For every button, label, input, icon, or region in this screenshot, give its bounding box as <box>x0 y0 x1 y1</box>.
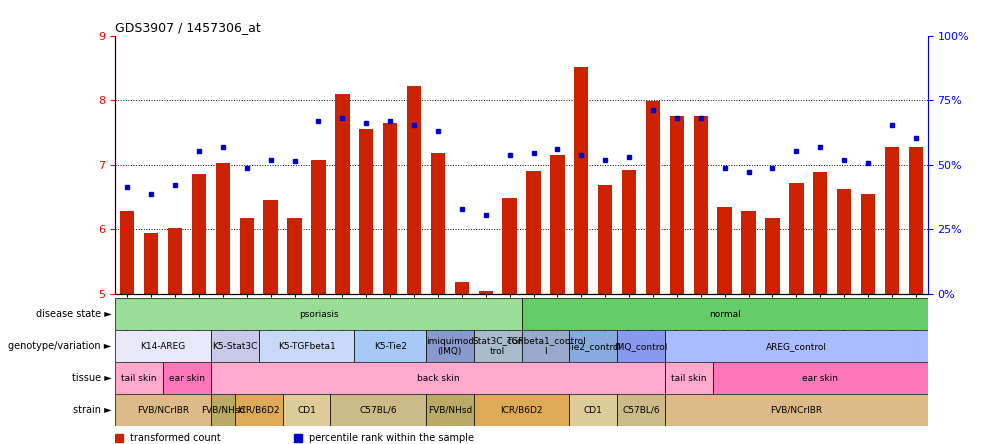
Bar <box>210 362 664 394</box>
Text: FVB/NHsd: FVB/NHsd <box>427 406 472 415</box>
Text: ear skin: ear skin <box>169 374 204 383</box>
Bar <box>115 394 210 426</box>
Bar <box>789 183 803 294</box>
Text: FVB/NCrIBR: FVB/NCrIBR <box>137 406 189 415</box>
Bar <box>335 94 349 294</box>
Bar <box>354 330 426 362</box>
Bar <box>616 394 664 426</box>
Bar <box>115 362 163 394</box>
Text: K5-Stat3C: K5-Stat3C <box>211 342 258 351</box>
Bar <box>573 67 588 294</box>
Bar <box>908 147 922 294</box>
Text: ICR/B6D2: ICR/B6D2 <box>500 406 542 415</box>
Bar <box>478 291 492 294</box>
Bar <box>311 159 326 294</box>
Bar <box>264 200 278 294</box>
Text: disease state ►: disease state ► <box>35 309 111 319</box>
Bar <box>716 207 731 294</box>
Bar <box>359 129 373 294</box>
Bar <box>426 394 473 426</box>
Bar <box>521 330 569 362</box>
Text: ear skin: ear skin <box>802 374 838 383</box>
Text: transformed count: transformed count <box>130 433 220 444</box>
Bar <box>712 362 927 394</box>
Text: strain ►: strain ► <box>72 405 111 415</box>
Bar <box>569 330 616 362</box>
Bar <box>115 330 210 362</box>
Bar <box>664 330 927 362</box>
Bar <box>210 330 259 362</box>
Text: percentile rank within the sample: percentile rank within the sample <box>309 433 473 444</box>
Text: GDS3907 / 1457306_at: GDS3907 / 1457306_at <box>115 21 261 34</box>
Text: K5-Tie2: K5-Tie2 <box>374 342 406 351</box>
Bar <box>454 282 469 294</box>
Text: tail skin: tail skin <box>670 374 705 383</box>
Text: FVB/NCrIBR: FVB/NCrIBR <box>770 406 822 415</box>
Bar <box>288 218 302 294</box>
Bar <box>144 233 158 294</box>
Bar <box>884 147 898 294</box>
Bar <box>234 394 283 426</box>
Bar <box>407 86 421 294</box>
Bar <box>526 171 540 294</box>
Bar <box>473 394 569 426</box>
Bar <box>210 394 234 426</box>
Text: C57BL/6: C57BL/6 <box>359 406 397 415</box>
Text: psoriasis: psoriasis <box>299 310 338 319</box>
Bar <box>215 163 229 294</box>
Bar <box>115 298 521 330</box>
Bar <box>836 189 851 294</box>
Text: IMQ_control: IMQ_control <box>614 342 667 351</box>
Bar <box>430 153 445 294</box>
Text: normal: normal <box>708 310 739 319</box>
Bar <box>669 116 683 294</box>
Bar <box>693 116 707 294</box>
Bar <box>621 170 635 294</box>
Text: tail skin: tail skin <box>121 374 157 383</box>
Bar <box>664 362 712 394</box>
Text: CD1: CD1 <box>297 406 316 415</box>
Text: C57BL/6: C57BL/6 <box>621 406 659 415</box>
Text: genotype/variation ►: genotype/variation ► <box>8 341 111 351</box>
Bar <box>239 218 254 294</box>
Text: FVB/NHsd: FVB/NHsd <box>200 406 244 415</box>
Bar <box>283 394 330 426</box>
Bar <box>645 101 659 294</box>
Bar <box>569 394 616 426</box>
Bar <box>664 394 927 426</box>
Bar <box>259 330 354 362</box>
Bar <box>765 218 779 294</box>
Bar <box>521 298 927 330</box>
Bar <box>860 194 875 294</box>
Bar <box>597 186 612 294</box>
Bar <box>550 155 564 294</box>
Bar <box>426 330 473 362</box>
Bar <box>163 362 210 394</box>
Bar <box>740 211 755 294</box>
Bar <box>813 172 827 294</box>
Bar <box>473 330 521 362</box>
Text: CD1: CD1 <box>583 406 602 415</box>
Bar <box>616 330 664 362</box>
Text: AREG_control: AREG_control <box>766 342 826 351</box>
Bar <box>383 123 397 294</box>
Bar <box>191 174 206 294</box>
Text: tissue ►: tissue ► <box>71 373 111 383</box>
Text: ICR/B6D2: ICR/B6D2 <box>237 406 280 415</box>
Text: TGFbeta1_control
l: TGFbeta1_control l <box>505 337 585 356</box>
Bar <box>167 228 182 294</box>
Text: Stat3C_con
trol: Stat3C_con trol <box>472 337 523 356</box>
Text: Tie2_control: Tie2_control <box>565 342 620 351</box>
Text: K5-TGFbeta1: K5-TGFbeta1 <box>278 342 335 351</box>
Bar <box>330 394 426 426</box>
Text: back skin: back skin <box>416 374 459 383</box>
Text: K14-AREG: K14-AREG <box>140 342 185 351</box>
Bar <box>502 198 516 294</box>
Bar <box>120 211 134 294</box>
Text: imiquimod
(IMQ): imiquimod (IMQ) <box>426 337 474 356</box>
